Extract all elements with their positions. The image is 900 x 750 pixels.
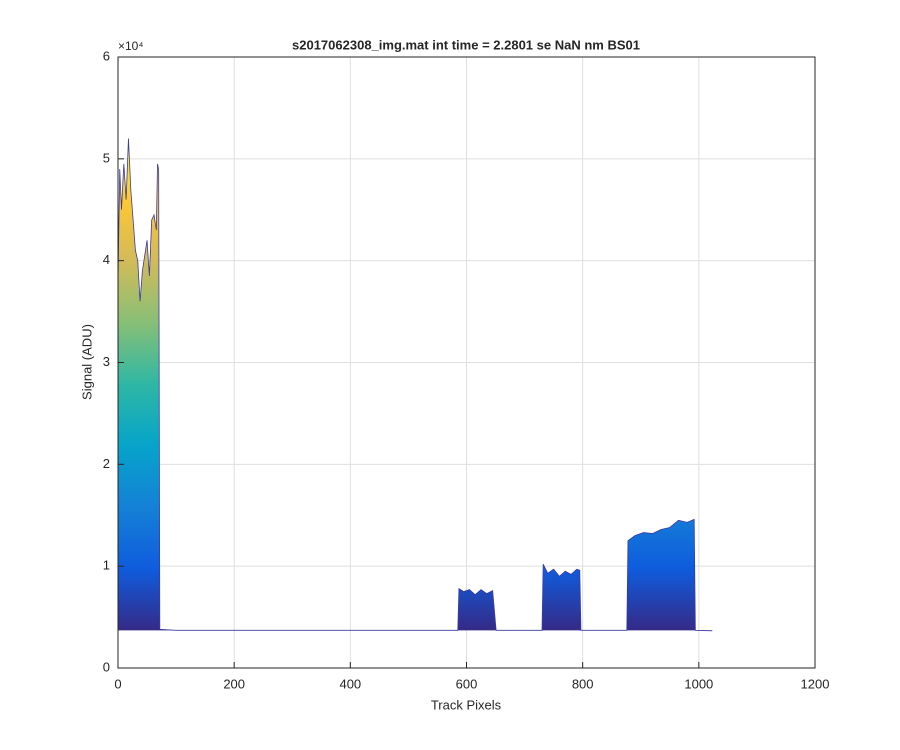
y-tick-label: 6 xyxy=(103,48,110,63)
x-tick-label: 400 xyxy=(339,676,361,691)
y-tick-label: 0 xyxy=(103,659,110,674)
y-tick-label: 3 xyxy=(103,354,110,369)
x-tick-label: 1000 xyxy=(684,676,713,691)
y-tick-label: 5 xyxy=(103,150,110,165)
x-tick-label: 0 xyxy=(114,676,121,691)
y-tick-label: 4 xyxy=(103,252,110,267)
y-axis-label: Signal (ADU) xyxy=(79,324,94,400)
chart-title: s2017062308_img.mat int time = 2.2801 se… xyxy=(292,37,640,52)
x-tick-label: 600 xyxy=(456,676,478,691)
x-tick-label: 800 xyxy=(572,676,594,691)
y-tick-label: 1 xyxy=(103,558,110,573)
signal-area xyxy=(118,138,713,631)
y-exponent: ×10⁴ xyxy=(118,39,144,53)
x-axis-label: Track Pixels xyxy=(431,697,502,712)
x-tick-label: 1200 xyxy=(801,676,830,691)
marks xyxy=(117,138,713,632)
signal-line xyxy=(117,138,713,632)
x-tick-label: 200 xyxy=(223,676,245,691)
y-tick-label: 2 xyxy=(103,456,110,471)
